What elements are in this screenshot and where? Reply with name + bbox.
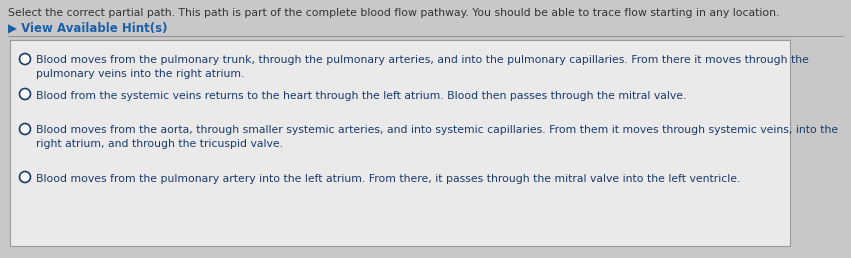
- Circle shape: [20, 124, 31, 134]
- FancyBboxPatch shape: [10, 40, 790, 246]
- Circle shape: [20, 53, 31, 64]
- Text: Blood from the systemic veins returns to the heart through the left atrium. Bloo: Blood from the systemic veins returns to…: [36, 91, 687, 101]
- Circle shape: [20, 172, 31, 182]
- Text: Blood moves from the pulmonary trunk, through the pulmonary arteries, and into t: Blood moves from the pulmonary trunk, th…: [36, 55, 808, 79]
- Text: ▶ View Available Hint(s): ▶ View Available Hint(s): [8, 22, 168, 35]
- Circle shape: [20, 88, 31, 100]
- Text: Blood moves from the aorta, through smaller systemic arteries, and into systemic: Blood moves from the aorta, through smal…: [36, 125, 838, 149]
- Text: Blood moves from the pulmonary artery into the left atrium. From there, it passe: Blood moves from the pulmonary artery in…: [36, 174, 740, 184]
- Text: Select the correct partial path. This path is part of the complete blood flow pa: Select the correct partial path. This pa…: [8, 8, 780, 18]
